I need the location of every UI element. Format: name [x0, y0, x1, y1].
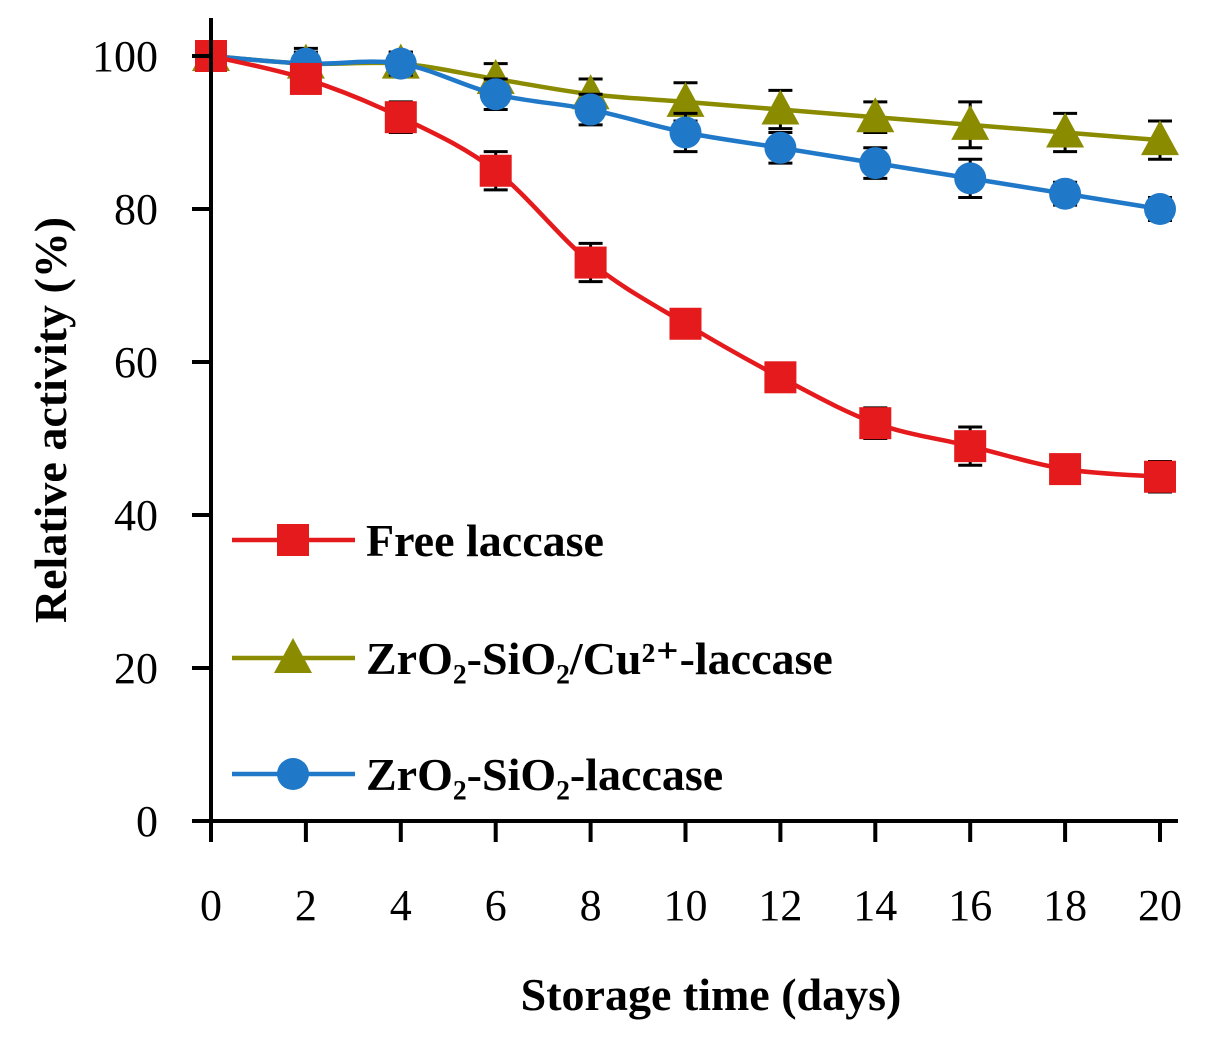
data-point-2-10 — [1144, 193, 1176, 225]
series-layer — [192, 36, 1179, 494]
data-point-1-5 — [666, 81, 705, 117]
data-point-2-3 — [479, 78, 512, 111]
data-point-0-8 — [954, 430, 987, 463]
legend-label-0: Free laccase — [366, 515, 604, 566]
data-point-0-3 — [479, 154, 512, 187]
data-point-1-6 — [761, 89, 800, 125]
x-tick-label-1: 2 — [295, 881, 317, 930]
y-tick-label-2: 40 — [114, 491, 158, 540]
series-0 — [195, 40, 1176, 494]
x-tick-label-2: 4 — [390, 881, 412, 930]
ticks-layer: 0 20 40 60 80 100 0 2 4 6 8 10 12 14 16 18 20 — [92, 32, 1182, 930]
legend: Free laccase ZrO₂-SiO₂/Cu²⁺-laccase ZrO₂-S… — [232, 515, 833, 800]
data-point-0-7 — [859, 407, 892, 440]
y-tick-label-4: 80 — [114, 185, 158, 234]
data-point-2-9 — [1049, 177, 1082, 210]
data-point-1-10 — [1141, 120, 1179, 156]
data-point-2-2 — [384, 47, 417, 80]
legend-marker-0 — [277, 524, 309, 556]
y-tick-label-5: 100 — [92, 32, 158, 81]
x-tick-label-10: 20 — [1138, 881, 1182, 930]
x-axis-title: Storage time (days) — [521, 969, 902, 1020]
legend-marker-1 — [274, 638, 312, 673]
data-point-0-6 — [764, 361, 797, 394]
data-point-2-6 — [764, 131, 797, 164]
data-point-0-5 — [669, 307, 702, 340]
y-axis-title: Relative activity (%) — [25, 217, 76, 623]
x-tick-label-4: 8 — [580, 881, 602, 930]
x-tick-label-8: 16 — [948, 881, 992, 930]
x-tick-label-6: 12 — [758, 881, 802, 930]
data-point-0-1 — [289, 62, 322, 95]
y-tick-label-1: 20 — [114, 644, 158, 693]
y-tick-label-3: 60 — [114, 338, 158, 387]
data-point-0-2 — [384, 101, 417, 134]
data-point-0-4 — [574, 246, 607, 279]
x-tick-label-7: 14 — [853, 881, 897, 930]
legend-marker-2 — [277, 758, 309, 790]
legend-label-1: ZrO₂-SiO₂/Cu²⁺-laccase — [366, 633, 833, 684]
legend-item-0: Free laccase — [232, 515, 604, 566]
x-tick-label-0: 0 — [200, 881, 222, 930]
data-point-2-5 — [669, 116, 702, 149]
data-point-2-4 — [574, 93, 607, 126]
x-tick-label-5: 10 — [664, 881, 708, 930]
data-point-1-9 — [1046, 112, 1085, 148]
y-tick-label-0: 0 — [136, 797, 158, 846]
data-point-0-9 — [1049, 453, 1082, 486]
legend-item-1: ZrO₂-SiO₂/Cu²⁺-laccase — [232, 633, 833, 684]
legend-item-2: ZrO₂-SiO₂-laccase — [232, 749, 723, 800]
legend-label-2: ZrO₂-SiO₂-laccase — [366, 749, 723, 800]
x-tick-label-3: 6 — [485, 881, 507, 930]
data-point-1-7 — [856, 97, 895, 133]
data-point-2-7 — [859, 147, 892, 180]
data-point-1-8 — [951, 104, 990, 140]
data-point-0-10 — [1144, 460, 1176, 493]
series-2 — [195, 40, 1176, 225]
x-tick-label-9: 18 — [1043, 881, 1087, 930]
data-point-2-8 — [954, 162, 987, 195]
